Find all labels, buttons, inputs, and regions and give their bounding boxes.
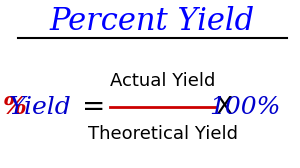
- Text: X: X: [215, 95, 232, 119]
- Text: =: =: [82, 93, 106, 121]
- Text: Yield: Yield: [8, 96, 71, 119]
- Text: Percent Yield: Percent Yield: [50, 6, 255, 37]
- Text: Theoretical Yield: Theoretical Yield: [88, 124, 238, 143]
- Text: Actual Yield: Actual Yield: [110, 72, 215, 90]
- Text: 100%: 100%: [209, 96, 280, 119]
- Text: %: %: [3, 95, 27, 119]
